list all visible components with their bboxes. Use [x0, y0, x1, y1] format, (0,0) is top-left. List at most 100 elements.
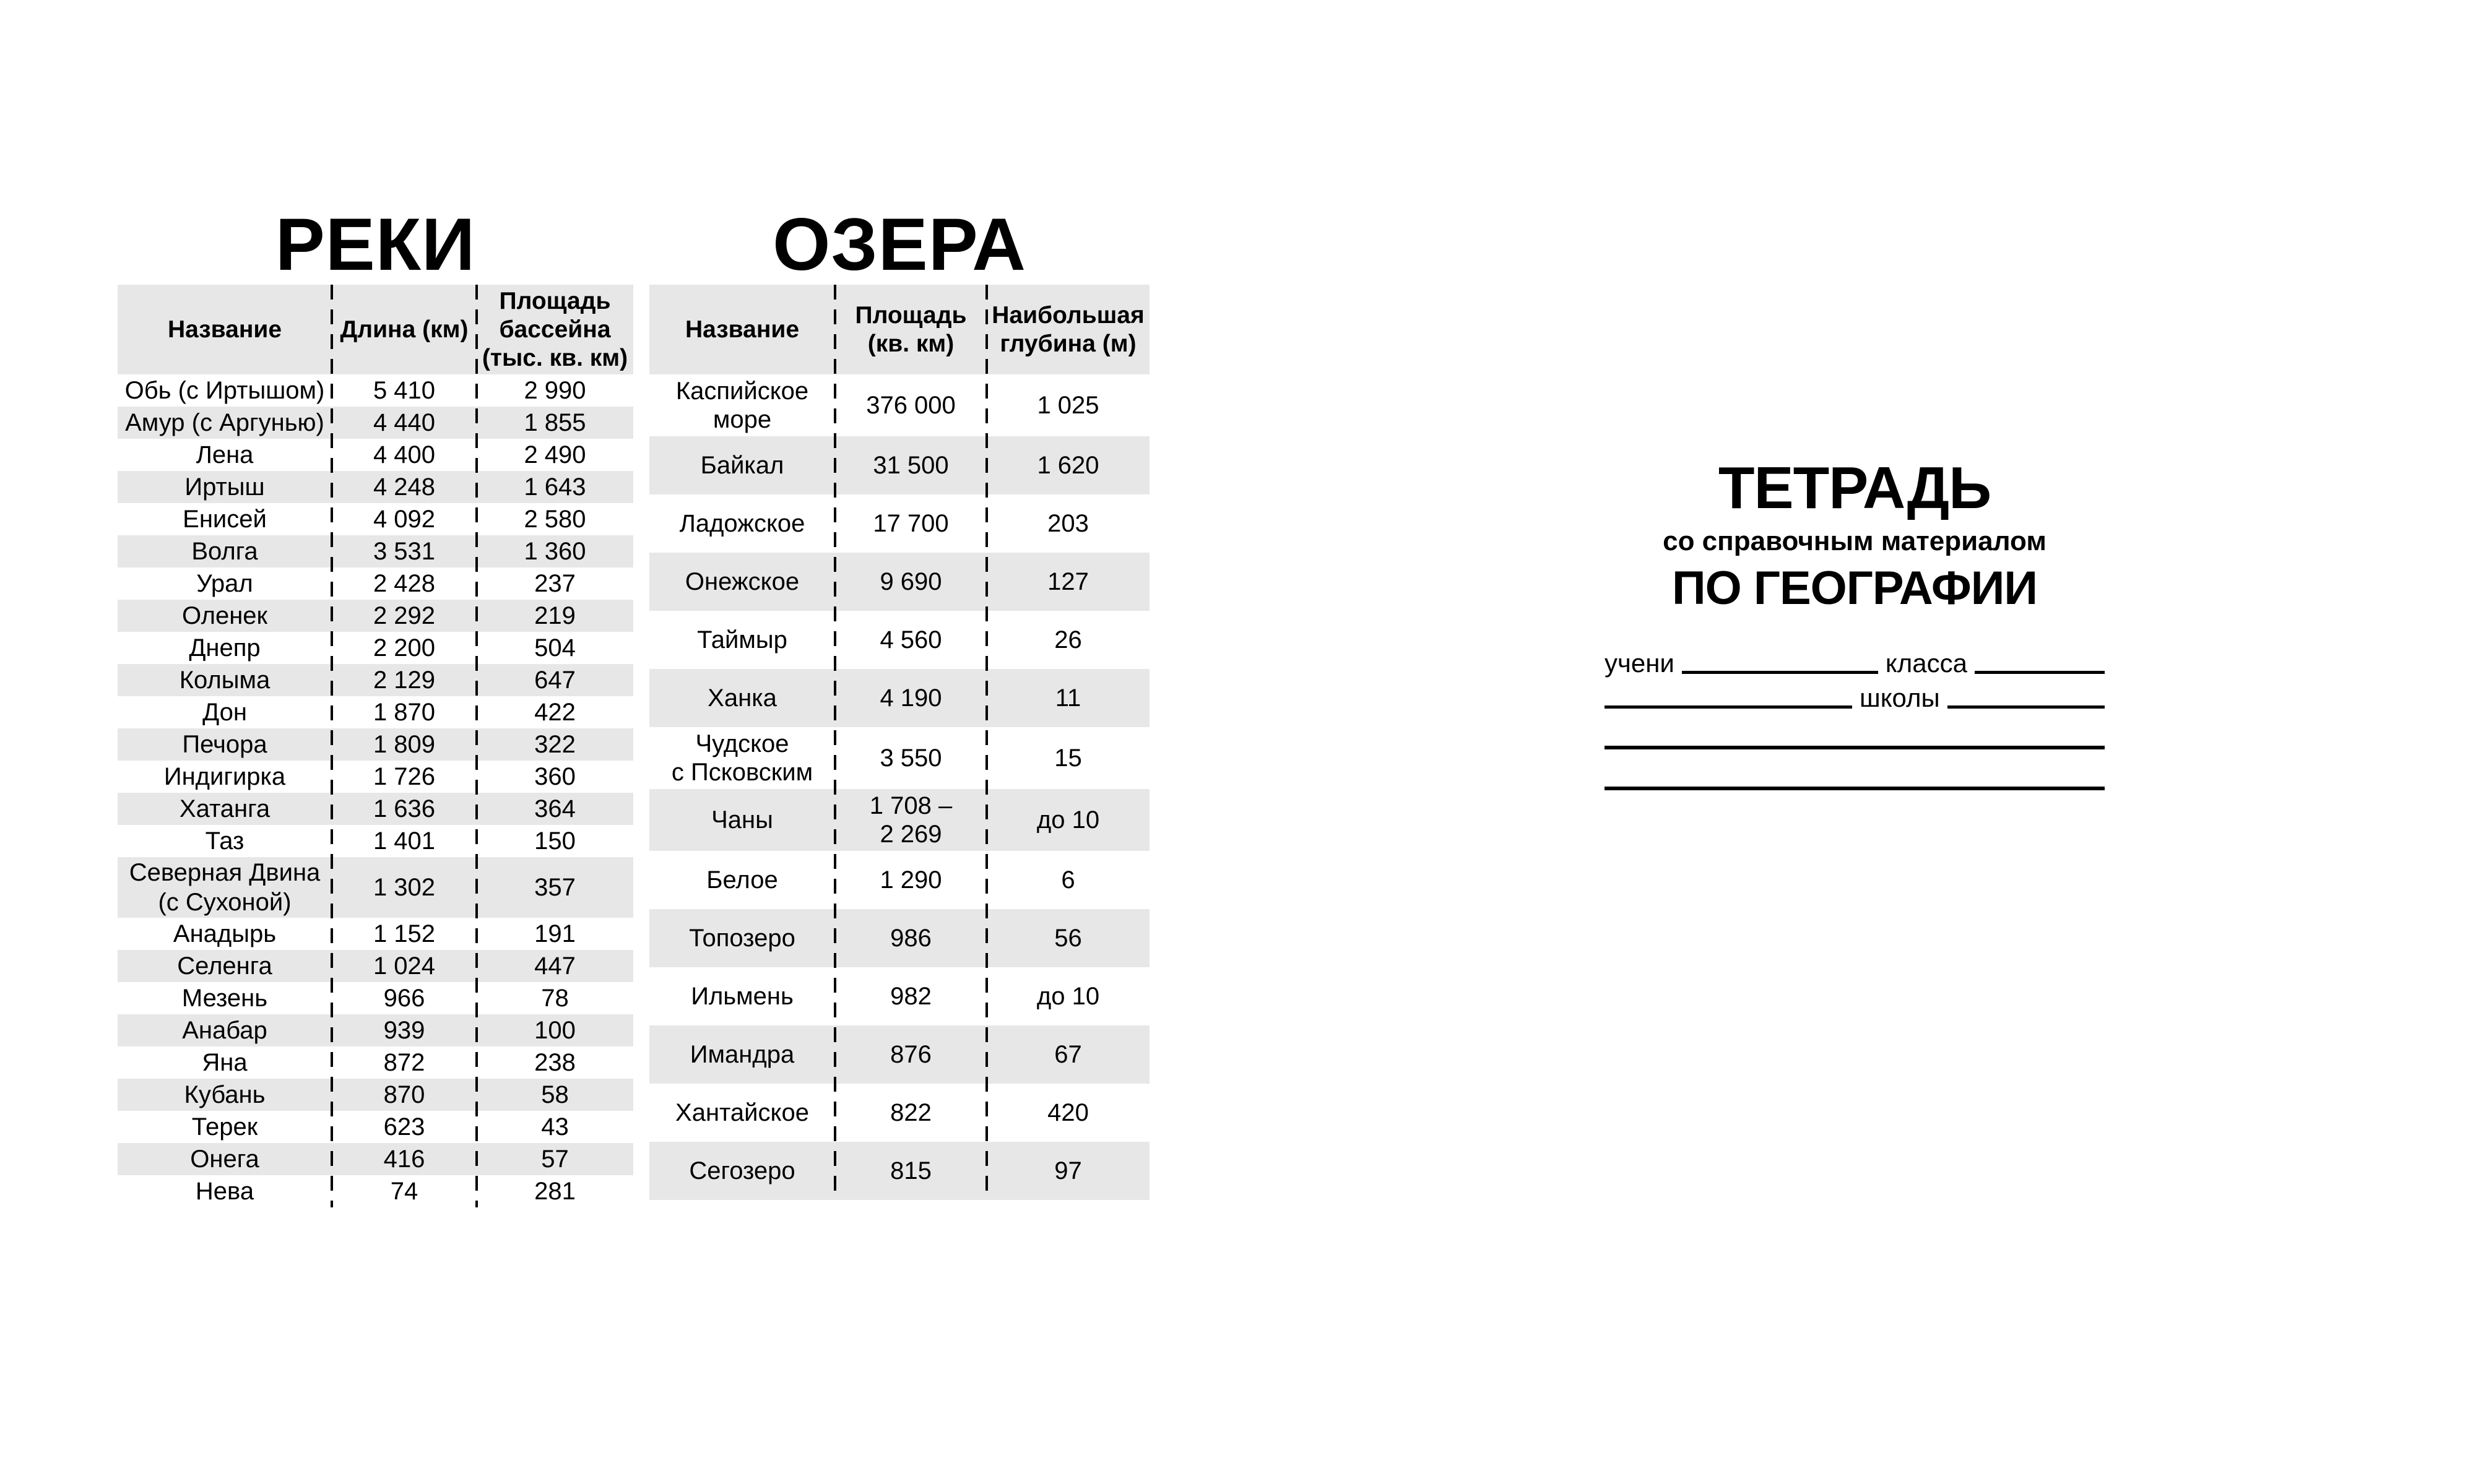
river-name: Хатанга	[179, 795, 271, 822]
table-row: Печора 1 809 322	[118, 728, 633, 761]
lake-area-sq-km: 4 560	[880, 626, 942, 654]
lake-name: Ильмень	[691, 983, 794, 1010]
river-basin-area: 2 990	[524, 377, 586, 404]
lake-area-sq-km: 986	[890, 925, 932, 952]
lake-name: Ладожское	[679, 510, 805, 537]
lake-area-sq-km: 31 500	[873, 452, 949, 479]
lakes-header-max-depth: Наибольшая глубина (м)	[992, 301, 1145, 357]
rivers-header-length: Длина (км)	[340, 316, 469, 343]
lakes-header-area: Площадь (кв. км)	[855, 301, 967, 357]
cover-title: ТЕТРАДЬ	[1718, 455, 1991, 521]
river-name: Нева	[195, 1178, 254, 1205]
lake-name: Топозеро	[689, 925, 795, 952]
rivers-title: РЕКИ	[275, 203, 476, 286]
column-separator-dashed	[834, 285, 836, 1200]
river-name: Мезень	[181, 985, 268, 1012]
lake-max-depth-m: 127	[1047, 568, 1089, 595]
river-basin-area: 357	[534, 874, 576, 901]
river-name: Урал	[196, 570, 253, 597]
lake-max-depth-m: 420	[1047, 1099, 1089, 1126]
river-name: Селенга	[177, 952, 272, 980]
river-length-km: 4 400	[373, 441, 436, 468]
table-row: Нева 74 281	[118, 1175, 633, 1207]
river-length-km: 1 870	[373, 699, 436, 726]
rivers-section: РЕКИ Название Длина (км) Площадь бассейн…	[118, 204, 633, 1207]
river-length-km: 1 636	[373, 795, 436, 822]
river-basin-area: 43	[541, 1113, 569, 1141]
table-row: Яна 872 238	[118, 1046, 633, 1079]
student-class-row: учени класса	[1605, 644, 2105, 679]
river-length-km: 3 531	[373, 538, 436, 565]
table-row: Анадырь 1 152 191	[118, 918, 633, 950]
table-row: Енисей 4 092 2 580	[118, 503, 633, 535]
notebook-cover: ТЕТРАДЬ со справочным материалом ПО ГЕОГ…	[1605, 455, 2105, 795]
river-name: Индигирка	[163, 763, 286, 790]
river-length-km: 939	[383, 1017, 425, 1044]
table-row: Обь (с Иртышом) 5 410 2 990	[118, 374, 633, 407]
table-row: Чаны 1 708 – 2 269 до 10	[649, 789, 1150, 851]
table-row: Ладожское 17 700 203	[649, 494, 1150, 553]
lake-max-depth-m: до 10	[1036, 983, 1100, 1010]
lake-name: Хантайское	[675, 1099, 809, 1126]
lakes-section: ОЗЕРА Название Площадь (кв. км) Наибольш…	[649, 204, 1150, 1200]
table-row: Сегозеро 815 97	[649, 1142, 1150, 1200]
student-name-blank-line	[1681, 665, 1878, 674]
table-row: Онежское 9 690 127	[649, 553, 1150, 611]
river-length-km: 2 200	[373, 634, 436, 662]
lake-area-sq-km: 1 290	[880, 866, 942, 894]
river-name: Печора	[182, 731, 267, 758]
river-name: Анадырь	[173, 920, 277, 947]
river-name: Дон	[202, 699, 247, 726]
river-basin-area: 78	[541, 985, 569, 1012]
river-length-km: 1 401	[373, 827, 436, 855]
table-row: Каспийское море 376 000 1 025	[649, 374, 1150, 436]
table-row: Анабар 939 100	[118, 1014, 633, 1046]
river-length-km: 1 809	[373, 731, 436, 758]
rivers-header-basin-area: Площадь бассейна (тыс. кв. км)	[482, 287, 628, 371]
river-basin-area: 57	[541, 1145, 569, 1173]
river-name: Анабар	[182, 1017, 267, 1044]
column-separator-dashed	[985, 285, 988, 1200]
river-name: Северная Двина (с Сухоной)	[129, 859, 321, 916]
table-row: Белое 1 290 6	[649, 851, 1150, 909]
lake-area-sq-km: 876	[890, 1041, 932, 1068]
lake-name: Чудское с Псковским	[671, 730, 813, 786]
lake-area-sq-km: 3 550	[880, 744, 942, 772]
rivers-table-body: Обь (с Иртышом) 5 410 2 990 Амур (с Аргунью…	[118, 374, 633, 1207]
river-length-km: 2 129	[373, 667, 436, 694]
table-row: Лена 4 400 2 490	[118, 439, 633, 471]
table-row: Дон 1 870 422	[118, 696, 633, 728]
river-name: Иртыш	[184, 473, 265, 501]
river-name: Таз	[205, 827, 245, 855]
river-basin-area: 191	[534, 920, 576, 947]
lake-name: Онежское	[685, 568, 800, 595]
river-name: Оленек	[181, 602, 268, 629]
lake-max-depth-m: 97	[1054, 1157, 1082, 1184]
cover-subtitle: со справочным материалом	[1663, 526, 2046, 556]
blank-line-1	[1605, 740, 2105, 749]
lake-area-sq-km: 9 690	[880, 568, 942, 595]
cover-form: учени класса школы	[1605, 644, 2105, 795]
river-length-km: 870	[383, 1081, 425, 1108]
table-row: Байкал 31 500 1 620	[649, 436, 1150, 494]
table-row: Топозеро 986 56	[649, 909, 1150, 967]
river-name: Яна	[202, 1049, 248, 1076]
table-row: Индигирка 1 726 360	[118, 761, 633, 793]
river-basin-area: 364	[534, 795, 576, 822]
river-name: Амур (с Аргунью)	[125, 409, 324, 436]
school-name-blank-line	[1605, 699, 1852, 709]
lake-area-sq-km: 1 708 – 2 269	[869, 792, 953, 848]
table-row: Онега 416 57	[118, 1143, 633, 1175]
river-basin-area: 504	[534, 634, 576, 662]
lake-name: Таймыр	[697, 626, 787, 654]
river-basin-area: 2 580	[524, 506, 586, 533]
lake-area-sq-km: 822	[890, 1099, 932, 1126]
river-length-km: 74	[390, 1178, 418, 1205]
class-blank-line	[1975, 665, 2105, 674]
river-length-km: 2 292	[373, 602, 436, 629]
river-name: Днепр	[189, 634, 261, 662]
river-basin-area: 150	[534, 827, 576, 855]
table-row: Волга 3 531 1 360	[118, 535, 633, 567]
lake-max-depth-m: 56	[1054, 925, 1082, 952]
river-name: Терек	[191, 1113, 258, 1141]
